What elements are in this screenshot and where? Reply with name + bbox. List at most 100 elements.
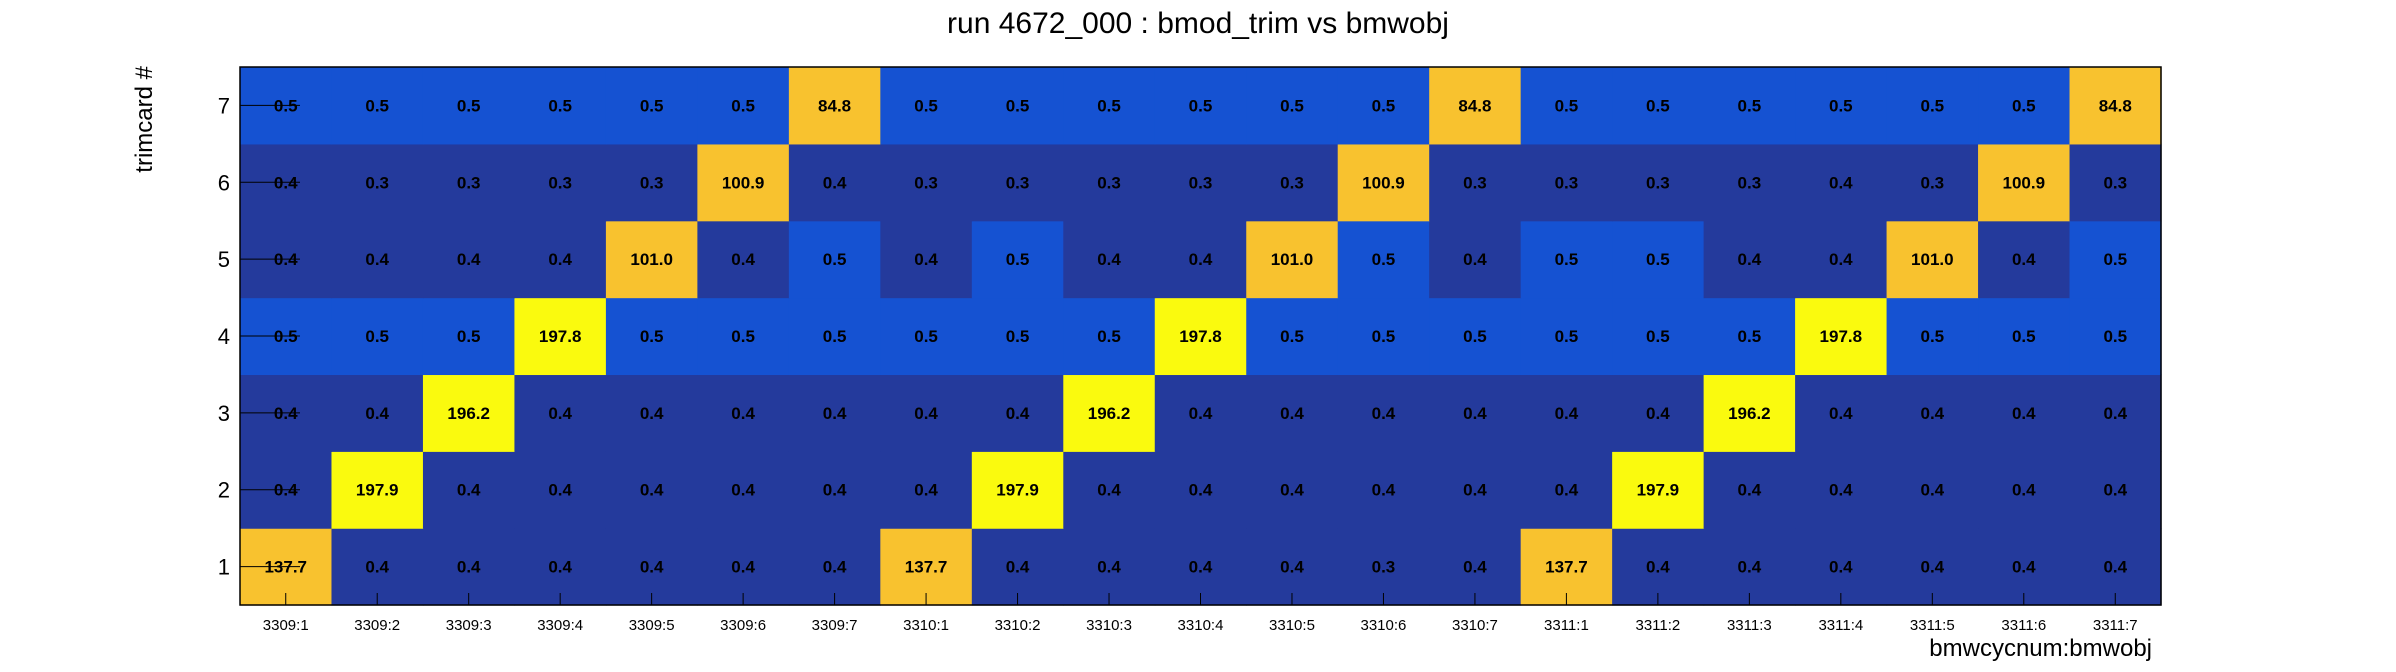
heatmap-cell [697,220,790,299]
heatmap-cell [1886,297,1979,376]
heatmap-cell [2069,374,2162,452]
cell-value-label: 101.0 [1271,250,1314,269]
heatmap-cell [331,143,424,222]
cell-value-label: 0.3 [1463,173,1487,192]
cell-value-label: 0.3 [548,173,572,192]
x-tick-label: 3309:6 [720,617,766,634]
heatmap-cell [1703,297,1796,376]
cell-value-label: 101.0 [630,250,673,269]
y-tick-label: 2 [218,478,230,503]
heatmap-cell [514,374,607,452]
cell-value-label: 0.3 [1920,173,1944,192]
heatmap-cell [1429,220,1522,299]
x-tick-label: 3309:2 [354,617,400,634]
heatmap-cell [880,67,973,145]
heatmap-cell [1063,528,1156,606]
cell-value-label: 0.3 [2103,173,2127,192]
cell-value-label: 0.3 [1646,173,1670,192]
heatmap-cell [1612,374,1705,452]
heatmap-cell [514,297,607,376]
cell-value-label: 0.3 [457,173,481,192]
cell-value-label: 0.5 [1829,96,1853,115]
heatmap-cell [1063,297,1156,376]
cell-value-label: 0.5 [1646,327,1670,346]
cell-value-label: 0.4 [1463,558,1487,577]
cell-value-label: 0.5 [457,96,481,115]
cell-value-label: 0.3 [640,173,664,192]
cell-value-label: 0.4 [1463,481,1487,500]
cell-value-label: 0.4 [823,173,847,192]
cell-value-label: 0.5 [1280,327,1304,346]
cell-value-label: 0.3 [914,173,938,192]
cell-value-label: 0.4 [731,558,755,577]
heatmap-cell [697,528,790,606]
cell-value-label: 0.5 [1372,96,1396,115]
cell-value-label: 0.5 [1280,96,1304,115]
heatmap-cell [605,528,698,606]
cell-value-label: 0.4 [2012,481,2036,500]
heatmap-cell [1978,67,2071,145]
heatmap-cell [422,297,516,376]
heatmap-cell [788,374,881,452]
heatmap-cell [1063,220,1156,299]
cell-value-label: 0.5 [1920,327,1944,346]
heatmap-cell [331,220,424,299]
x-tick-label: 3309:5 [629,617,675,634]
cell-value-label: 0.5 [1555,327,1579,346]
cell-value-label: 137.7 [905,558,948,577]
cell-value-label: 0.4 [1463,250,1487,269]
heatmap-cell [1520,220,1613,299]
x-tick-label: 3310:6 [1361,617,1407,634]
heatmap-cell [422,374,516,452]
cell-value-label: 0.5 [823,250,847,269]
heatmap-cell [1154,374,1247,452]
cell-value-label: 0.4 [823,404,847,423]
cell-value-label: 0.4 [1097,250,1121,269]
cell-value-label: 0.4 [1006,558,1030,577]
heatmap-cell [1429,143,1522,222]
cell-value-label: 0.5 [823,327,847,346]
cell-value-label: 0.4 [1555,404,1579,423]
cell-value-label: 0.4 [1372,404,1396,423]
heatmap-cell [1520,451,1613,529]
cell-value-label: 0.4 [1646,404,1670,423]
heatmap-cell [1612,528,1705,606]
heatmap-cell [1154,297,1247,376]
heatmap-cell [2069,220,2162,299]
heatmap-cell [514,143,607,222]
heatmap-cell [1520,67,1613,145]
cell-value-label: 0.5 [1738,327,1762,346]
cell-value-label: 0.3 [1372,558,1396,577]
cell-value-label: 0.4 [1920,404,1944,423]
cell-value-label: 84.8 [818,96,851,115]
cell-value-label: 0.4 [1920,558,1944,577]
heatmap-cell [514,528,607,606]
heatmap-cell [514,451,607,529]
x-tick-label: 3311:3 [1727,617,1772,634]
heatmap-cell [1154,143,1247,222]
cell-value-label: 0.5 [640,96,664,115]
cell-value-label: 0.4 [548,250,572,269]
heatmap-cell [1337,451,1430,529]
cell-value-label: 0.4 [1189,558,1213,577]
heatmap-cell [971,528,1064,606]
heatmap-cell [971,297,1064,376]
heatmap-cell [1886,528,1979,606]
heatmap-cell [1612,297,1705,376]
heatmap-cell [880,451,973,529]
cell-value-label: 0.5 [1097,327,1121,346]
cell-value-label: 0.4 [457,481,481,500]
heatmap-cell [605,67,698,145]
cell-value-label: 0.4 [2103,404,2127,423]
cell-value-label: 0.4 [457,558,481,577]
cell-value-label: 0.5 [1646,250,1670,269]
cell-value-label: 0.4 [1920,481,1944,500]
heatmap-cell [697,67,790,145]
heatmap-cell [1154,220,1247,299]
cell-value-label: 0.4 [1189,481,1213,500]
heatmap-cell [422,528,516,606]
cell-value-label: 0.4 [731,481,755,500]
heatmap-cell [1612,143,1705,222]
heatmap-cell [1429,451,1522,529]
heatmap-cell [1246,528,1339,606]
